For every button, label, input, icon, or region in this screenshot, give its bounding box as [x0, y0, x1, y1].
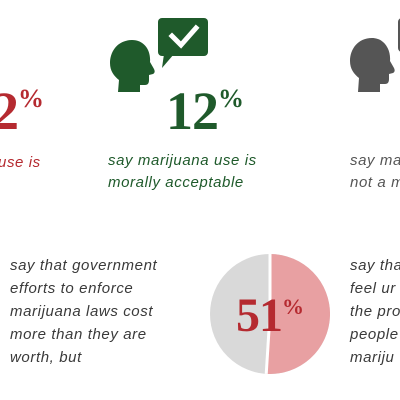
- left-caption: use is: [0, 152, 41, 174]
- left-caption-line-1: use is: [0, 154, 41, 171]
- pie-value-percent: %: [282, 294, 304, 319]
- pie-divider-line-end: [264, 313, 272, 374]
- middle-stat-digits: 12: [166, 81, 219, 141]
- head-icon: [350, 18, 400, 92]
- lower-left-line-1: say that government: [10, 257, 158, 274]
- lower-left-line-2: efforts to enforce: [10, 280, 134, 297]
- pie-chart: [210, 254, 331, 374]
- right-caption-line-2: not a m: [350, 174, 400, 191]
- lower-right-line-4: people: [350, 326, 399, 343]
- lower-right-text: say tha feel ur the pro people mariju: [350, 254, 400, 369]
- pie-value-label: 51%: [236, 292, 304, 340]
- lower-left-line-4: more than they are: [10, 326, 147, 343]
- lower-right-line-5: mariju: [350, 349, 395, 366]
- speech-bubble-icon: [158, 18, 208, 68]
- pie-value-digits: 51: [236, 289, 283, 342]
- pie-value-slice: [266, 254, 331, 374]
- right-caption: say ma not a m: [350, 150, 400, 194]
- left-stat: 2%: [0, 84, 44, 138]
- head-with-checkmark-bubble-icon: [110, 18, 208, 92]
- middle-stat: 12%: [166, 84, 244, 138]
- left-stat-digits: 2: [0, 81, 19, 141]
- middle-caption-line-1: say marijuana use is: [108, 152, 257, 169]
- right-caption-line-1: say ma: [350, 152, 400, 169]
- pie-chart-svg: [210, 254, 331, 374]
- lower-right-line-2: feel ur: [350, 280, 396, 297]
- middle-caption: say marijuana use is morally acceptable: [108, 150, 257, 194]
- lower-left-text: say that government efforts to enforce m…: [10, 254, 157, 369]
- lower-left-line-5: worth, but: [10, 349, 82, 366]
- lower-right-line-3: the pro: [350, 303, 400, 320]
- lower-right-line-1: say tha: [350, 257, 400, 274]
- middle-stat-percent: %: [218, 84, 244, 113]
- green-head-silhouette: [110, 40, 155, 92]
- middle-caption-line-2: morally acceptable: [108, 174, 244, 191]
- gray-head-silhouette: [350, 38, 395, 92]
- left-stat-percent: %: [18, 84, 44, 113]
- lower-left-line-3: marijuana laws cost: [10, 303, 154, 320]
